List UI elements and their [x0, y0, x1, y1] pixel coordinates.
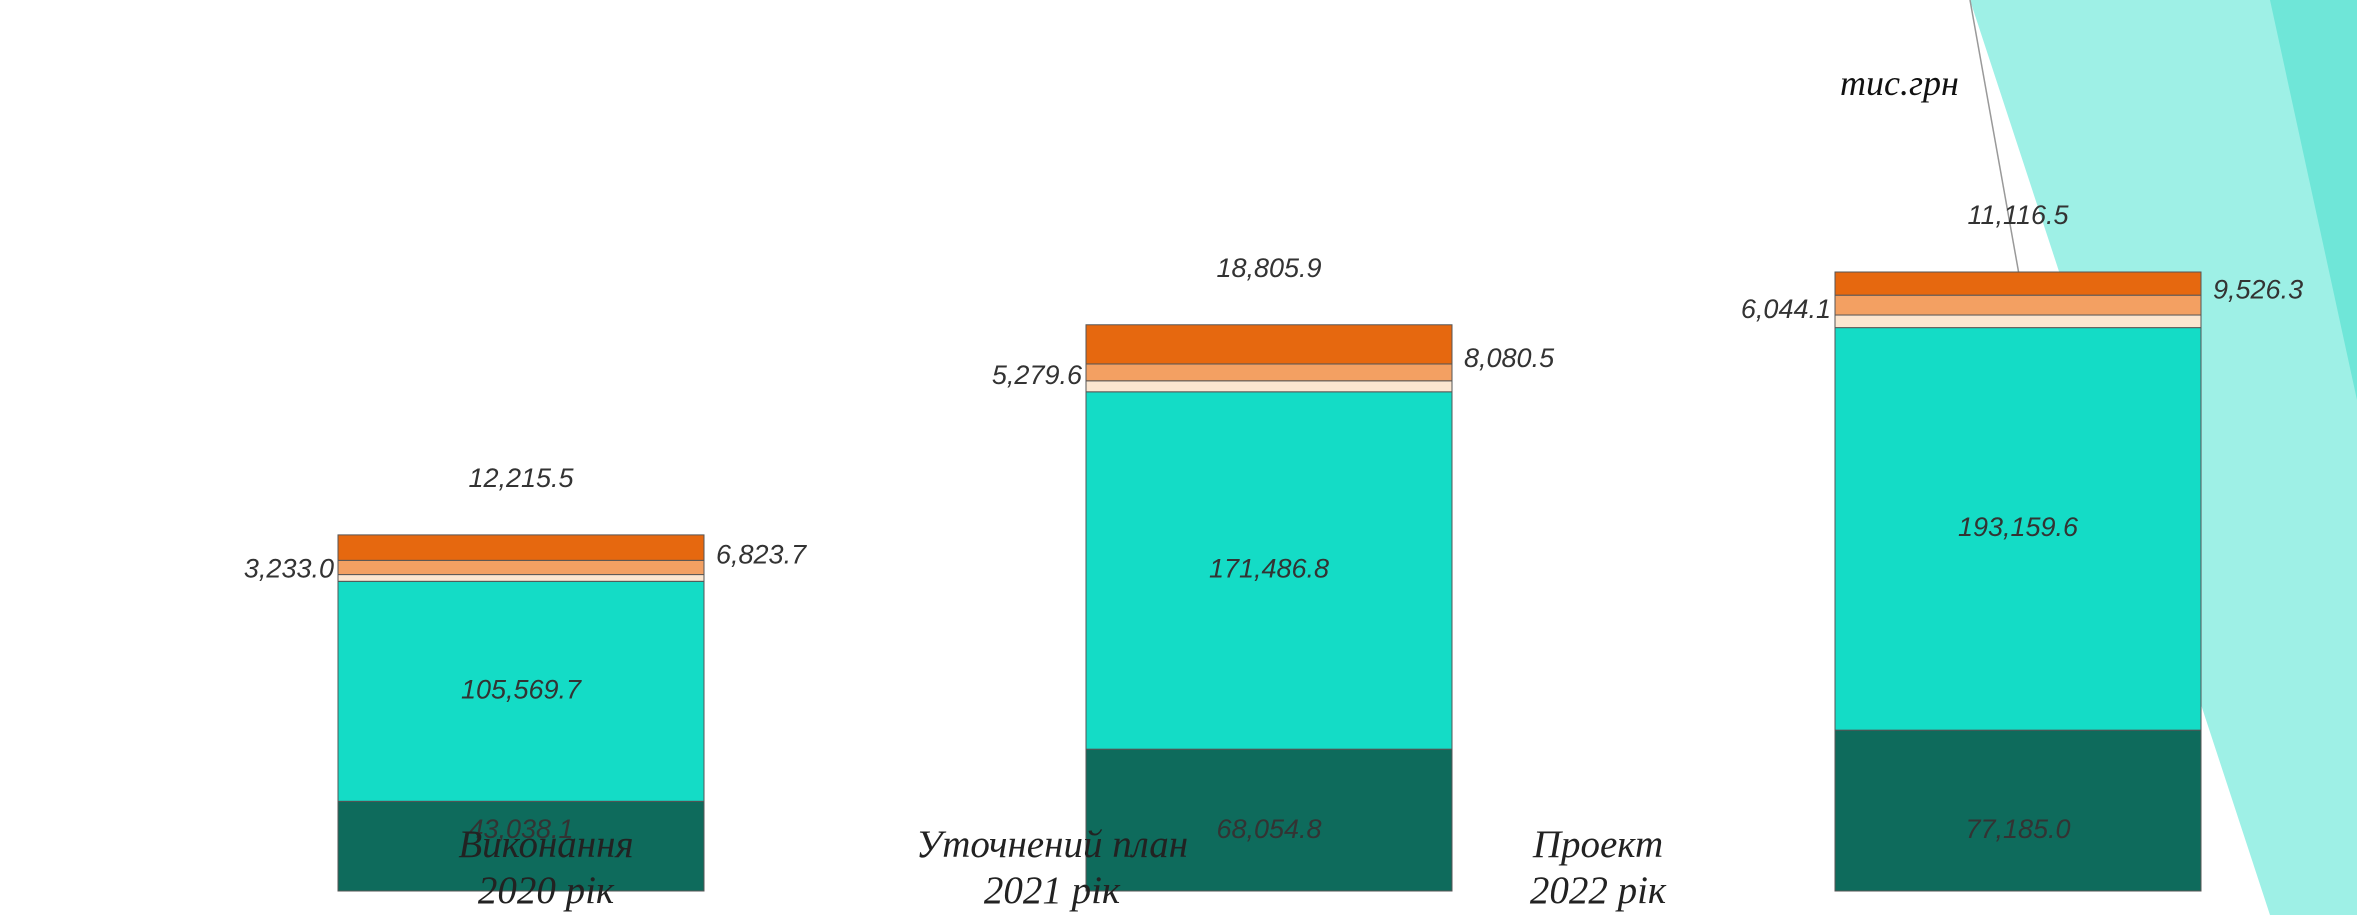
value-label: 6,044.1 — [1741, 294, 1831, 324]
value-label: 11,116.5 — [1967, 200, 2069, 230]
value-label: 68,054.8 — [1216, 814, 1321, 844]
value-label: 3,233.0 — [244, 554, 334, 584]
bar-segment — [1834, 294, 2202, 316]
value-label: 105,569.7 — [461, 674, 582, 704]
bar-segment — [337, 574, 705, 582]
value-label: 171,486.8 — [1209, 554, 1329, 584]
bar-segment — [1085, 380, 1453, 393]
bar-segment — [337, 534, 705, 561]
bar-segment — [337, 800, 705, 892]
value-label: 12,215.5 — [468, 463, 574, 493]
bar-segment — [1085, 324, 1453, 365]
bar-segment — [337, 559, 705, 576]
value-label: 193,159.6 — [1958, 512, 2079, 542]
value-label: 5,279.6 — [992, 360, 1083, 390]
bar-segment — [1834, 314, 2202, 329]
value-label: 43,038.1 — [468, 814, 573, 844]
value-label: 77,185.0 — [1965, 814, 2070, 844]
value-label: 9,526.3 — [2213, 274, 2303, 304]
bar-segment — [1834, 327, 2202, 731]
category-label: Виконання 2020 рік — [458, 823, 634, 912]
unit-label: тис.грн — [1840, 63, 1959, 103]
value-label: 18,805.9 — [1216, 253, 1321, 283]
bar-segment — [1834, 271, 2202, 296]
bar-segment — [1085, 748, 1453, 892]
decoration — [2270, 0, 2357, 400]
bar-segment — [337, 580, 705, 802]
bar-segment — [1085, 391, 1453, 750]
decoration — [1969, 0, 2021, 281]
bar-segment — [1834, 729, 2202, 892]
value-label: 6,823.7 — [716, 539, 807, 569]
category-label: Проект 2022 рік — [1529, 823, 1667, 912]
bar-segment — [1085, 363, 1453, 382]
value-label: 8,080.5 — [1464, 343, 1555, 373]
category-label: Уточнений план 2021 рік — [915, 823, 1189, 912]
